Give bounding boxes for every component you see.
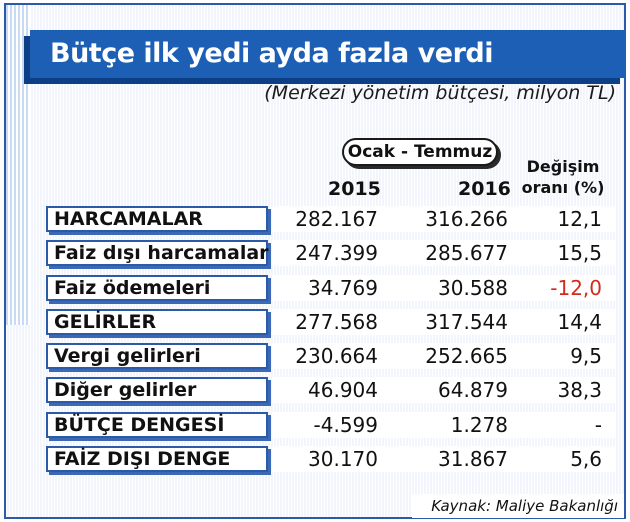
column-header-2015: 2015: [328, 178, 381, 200]
table-row: Diğer gelirler 46.904 64.879 38,3: [46, 377, 616, 404]
column-header-change: Değişim oranı (%): [518, 156, 608, 198]
row-values: 46.904 64.879 38,3: [272, 377, 616, 404]
value-change: 9,5: [570, 344, 602, 369]
value-2015: 34.769: [308, 275, 378, 300]
value-2015: 46.904: [308, 378, 378, 403]
source-note: Kaynak: Maliye Bakanlığı: [412, 494, 624, 518]
change-header-line2: oranı (%): [521, 178, 605, 197]
row-label: HARCAMALAR: [46, 206, 268, 232]
value-2016: 316.266: [425, 207, 508, 231]
value-change: 38,3: [557, 378, 602, 403]
row-values: 247.399 285.677 15,5: [272, 240, 616, 267]
row-values: 282.167 316.266 12,1: [272, 206, 616, 232]
value-change: 15,5: [557, 241, 602, 266]
value-2016: 31.867: [438, 447, 508, 472]
subtitle: (Merkezi yönetim bütçesi, milyon TL): [264, 82, 616, 104]
table-row: Vergi gelirleri 230.664 252.665 9,5: [46, 343, 616, 370]
value-2015: 30.170: [308, 447, 378, 472]
value-change: 14,4: [557, 309, 602, 334]
value-2016: 1.278: [450, 412, 508, 437]
value-2015: 247.399: [295, 241, 378, 266]
budget-table: HARCAMALAR 282.167 316.266 12,1 Faiz dış…: [46, 206, 616, 480]
row-values: 230.664 252.665 9,5: [272, 343, 616, 370]
row-label: Faiz dışı harcamalar: [46, 240, 269, 267]
value-2016: 30.588: [438, 275, 508, 300]
row-label: Diğer gelirler: [46, 377, 268, 404]
row-label: GELİRLER: [46, 308, 268, 335]
value-2016: 64.879: [438, 378, 508, 403]
row-label: FAİZ DIŞI DENGE: [46, 446, 268, 473]
period-badge: Ocak - Temmuz: [342, 138, 498, 166]
column-header-2016: 2016: [458, 178, 511, 200]
value-change: 5,6: [570, 447, 602, 472]
value-2016: 317.544: [425, 309, 508, 334]
value-change: -12,0: [550, 275, 602, 300]
table-row: HARCAMALAR 282.167 316.266 12,1: [46, 206, 616, 232]
row-values: 277.568 317.544 14,4: [272, 308, 616, 335]
table-row: BÜTÇE DENGESİ -4.599 1.278 -: [46, 411, 616, 438]
change-header-line1: Değişim: [526, 157, 600, 176]
row-label: Vergi gelirleri: [46, 343, 268, 370]
row-label: Faiz ödemeleri: [46, 274, 268, 301]
value-2015: 277.568: [295, 309, 378, 334]
decorative-stripes: [6, 5, 30, 325]
value-change: 12,1: [557, 207, 602, 231]
row-values: -4.599 1.278 -: [272, 411, 616, 438]
value-2015: -4.599: [313, 412, 378, 437]
value-2016: 285.677: [425, 241, 508, 266]
row-values: 34.769 30.588 -12,0: [272, 274, 616, 301]
value-2016: 252.665: [425, 344, 508, 369]
table-row: Faiz ödemeleri 34.769 30.588 -12,0: [46, 274, 616, 301]
row-values: 30.170 31.867 5,6: [272, 446, 616, 473]
table-row: FAİZ DIŞI DENGE 30.170 31.867 5,6: [46, 446, 616, 473]
table-row: Faiz dışı harcamalar 247.399 285.677 15,…: [46, 240, 616, 267]
table-row: GELİRLER 277.568 317.544 14,4: [46, 308, 616, 335]
row-label: BÜTÇE DENGESİ: [46, 411, 268, 438]
value-2015: 282.167: [295, 207, 378, 231]
value-change: -: [594, 412, 602, 437]
value-2015: 230.664: [295, 344, 378, 369]
page-title: Bütçe ilk yedi ayda fazla verdi: [30, 30, 626, 78]
